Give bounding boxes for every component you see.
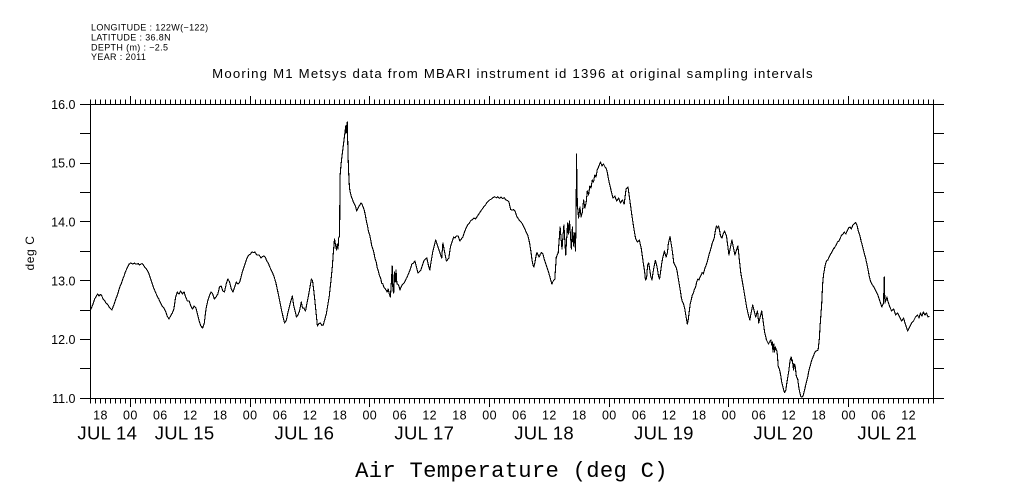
svg-text:06: 06 — [273, 409, 288, 423]
svg-text:18: 18 — [692, 409, 707, 423]
svg-text:JUL 16: JUL 16 — [275, 423, 335, 444]
svg-text:18: 18 — [572, 409, 587, 423]
svg-text:06: 06 — [512, 409, 527, 423]
svg-text:06: 06 — [153, 409, 168, 423]
svg-text:00: 00 — [602, 409, 617, 423]
svg-text:JUL 17: JUL 17 — [394, 423, 454, 444]
svg-text:18: 18 — [93, 409, 108, 423]
svg-text:00: 00 — [841, 409, 856, 423]
svg-text:12: 12 — [781, 409, 796, 423]
svg-text:JUL 15: JUL 15 — [155, 423, 215, 444]
svg-text:12: 12 — [422, 409, 437, 423]
svg-text:06: 06 — [752, 409, 767, 423]
svg-text:YEAR : 2011: YEAR : 2011 — [91, 52, 146, 62]
svg-text:00: 00 — [243, 409, 258, 423]
svg-text:12: 12 — [901, 409, 916, 423]
svg-text:12: 12 — [542, 409, 557, 423]
svg-text:00: 00 — [722, 409, 737, 423]
svg-text:Air Temperature (deg C): Air Temperature (deg C) — [355, 459, 668, 484]
svg-text:06: 06 — [632, 409, 647, 423]
svg-text:18: 18 — [213, 409, 228, 423]
svg-text:11.0: 11.0 — [52, 392, 75, 406]
svg-text:18: 18 — [452, 409, 467, 423]
svg-text:00: 00 — [123, 409, 138, 423]
svg-text:18: 18 — [811, 409, 826, 423]
svg-text:00: 00 — [482, 409, 497, 423]
svg-text:00: 00 — [362, 409, 377, 423]
svg-text:06: 06 — [871, 409, 886, 423]
svg-text:Mooring M1 Metsys data from MB: Mooring M1 Metsys data from MBARI instru… — [212, 66, 814, 81]
svg-text:JUL 18: JUL 18 — [514, 423, 574, 444]
svg-text:12.0: 12.0 — [51, 333, 75, 347]
svg-text:JUL 21: JUL 21 — [857, 423, 917, 444]
svg-text:15.0: 15.0 — [51, 157, 75, 171]
svg-text:16.0: 16.0 — [51, 98, 75, 112]
svg-text:12: 12 — [662, 409, 677, 423]
svg-text:06: 06 — [392, 409, 407, 423]
svg-text:18: 18 — [333, 409, 348, 423]
svg-text:JUL 20: JUL 20 — [753, 423, 813, 444]
svg-text:13.0: 13.0 — [51, 274, 75, 288]
svg-text:JUL 19: JUL 19 — [634, 423, 694, 444]
svg-text:12: 12 — [303, 409, 318, 423]
svg-text:LATITUDE : 36.8N: LATITUDE : 36.8N — [91, 32, 171, 42]
svg-text:DEPTH (m) : −2.5: DEPTH (m) : −2.5 — [91, 42, 168, 52]
svg-text:14.0: 14.0 — [51, 216, 75, 230]
svg-text:LONGITUDE : 122W(−122): LONGITUDE : 122W(−122) — [91, 23, 208, 33]
svg-text:12: 12 — [183, 409, 198, 423]
svg-text:JUL 14: JUL 14 — [77, 423, 137, 444]
svg-text:deg C: deg C — [23, 235, 37, 270]
